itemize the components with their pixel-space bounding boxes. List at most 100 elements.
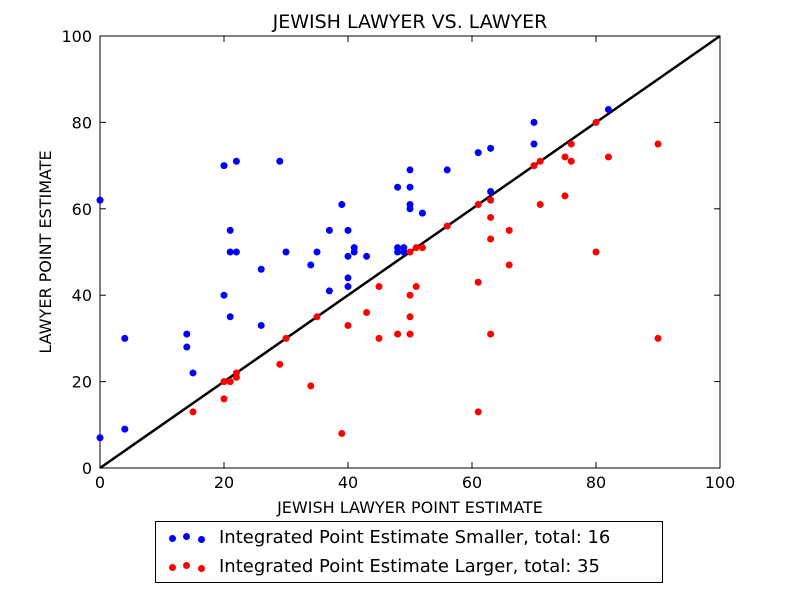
data-point <box>307 382 315 390</box>
data-point <box>350 248 358 256</box>
data-point <box>257 321 265 329</box>
axes: 0 20 40 60 80 100 0 20 40 60 80 100 <box>61 27 735 492</box>
data-point <box>363 252 371 260</box>
data-point <box>325 226 333 234</box>
data-point <box>232 248 240 256</box>
data-point <box>487 213 495 221</box>
data-point <box>406 291 414 299</box>
data-point <box>363 308 371 316</box>
data-point <box>418 244 426 252</box>
data-point <box>406 183 414 191</box>
data-point <box>536 157 544 165</box>
data-point <box>338 200 346 208</box>
data-point <box>654 334 662 342</box>
data-point <box>530 140 538 148</box>
data-point <box>443 166 451 174</box>
y-tick-label: 0 <box>82 459 92 478</box>
data-point <box>220 162 228 170</box>
data-point <box>282 248 290 256</box>
data-point <box>505 261 513 269</box>
data-point <box>226 378 234 386</box>
data-point <box>344 274 352 282</box>
data-point <box>338 429 346 437</box>
data-point <box>344 321 352 329</box>
data-point <box>487 196 495 204</box>
data-point <box>412 244 420 252</box>
legend-item-smaller: Integrated Point Estimate Smaller, total… <box>156 526 662 550</box>
data-point <box>121 334 129 342</box>
x-tick-label: 60 <box>462 473 482 492</box>
data-point <box>220 395 228 403</box>
legend-marker-blue <box>164 526 210 550</box>
data-point <box>487 188 495 196</box>
legend-dot <box>183 533 190 540</box>
data-point <box>561 153 569 161</box>
legend-label-smaller: Integrated Point Estimate Smaller, total… <box>219 527 611 548</box>
y-tick-label: 80 <box>72 113 92 132</box>
data-point <box>121 425 129 433</box>
y-axis-label: LAWYER POINT ESTIMATE <box>36 150 55 353</box>
data-point <box>592 118 600 126</box>
y-tick-label: 60 <box>72 200 92 219</box>
x-tick-label: 100 <box>705 473 736 492</box>
plot-area <box>96 34 721 470</box>
series-smaller <box>96 105 612 442</box>
data-point <box>406 205 414 213</box>
data-point <box>604 105 612 113</box>
data-point <box>96 434 104 442</box>
data-point <box>487 144 495 152</box>
data-point <box>183 330 191 338</box>
data-point <box>654 140 662 148</box>
data-point <box>474 200 482 208</box>
data-point <box>96 196 104 204</box>
x-tick-label: 80 <box>586 473 606 492</box>
data-point <box>406 330 414 338</box>
data-point <box>276 157 284 165</box>
data-point <box>406 248 414 256</box>
legend-item-larger: Integrated Point Estimate Larger, total:… <box>156 555 662 579</box>
y-tick-label: 100 <box>61 27 92 46</box>
legend-dot <box>183 562 190 569</box>
x-axis-label: JEWISH LAWYER POINT ESTIMATE <box>276 498 543 517</box>
y-tick-label: 40 <box>72 286 92 305</box>
legend-dot <box>169 535 176 542</box>
data-point <box>282 334 290 342</box>
data-point <box>567 140 575 148</box>
data-point <box>344 283 352 291</box>
data-point <box>604 153 612 161</box>
x-tick-label: 0 <box>95 473 105 492</box>
data-point <box>400 248 408 256</box>
data-point <box>394 183 402 191</box>
data-point <box>375 283 383 291</box>
series-larger <box>189 118 662 437</box>
legend-label-larger: Integrated Point Estimate Larger, total:… <box>219 556 600 577</box>
y-tick-label: 20 <box>72 373 92 392</box>
data-point <box>220 378 228 386</box>
legend-dot <box>198 536 205 543</box>
data-point <box>344 226 352 234</box>
legend-dot <box>198 565 205 572</box>
data-point <box>313 313 321 321</box>
x-tick-label: 20 <box>214 473 234 492</box>
data-point <box>307 261 315 269</box>
legend-marker-red <box>164 555 210 579</box>
legend-dot <box>169 564 176 571</box>
data-point <box>257 265 265 273</box>
data-point <box>412 283 420 291</box>
data-point <box>474 149 482 157</box>
data-point <box>183 343 191 351</box>
data-point <box>226 248 234 256</box>
data-point <box>375 334 383 342</box>
data-point <box>443 222 451 230</box>
data-point <box>530 162 538 170</box>
data-point <box>418 209 426 217</box>
data-point <box>344 252 352 260</box>
chart-title: JEWISH LAWYER VS. LAWYER <box>272 11 548 33</box>
data-point <box>530 118 538 126</box>
data-point <box>567 157 575 165</box>
data-point <box>505 226 513 234</box>
data-point <box>220 291 228 299</box>
data-point <box>394 248 402 256</box>
legend: Integrated Point Estimate Smaller, total… <box>155 521 663 583</box>
data-point <box>406 313 414 321</box>
